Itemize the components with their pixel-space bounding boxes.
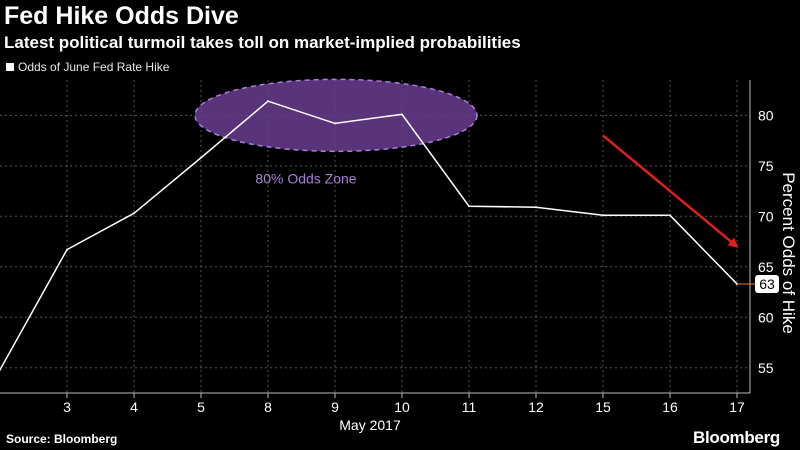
x-tick-label: 3	[63, 399, 71, 415]
y-tick-label: 70	[758, 208, 774, 224]
odds-zone-label: 80% Odds Zone	[255, 170, 356, 186]
x-tick-label: 8	[264, 399, 272, 415]
last-value-label: 63	[759, 276, 775, 292]
legend: Odds of June Fed Rate Hike	[6, 60, 169, 74]
x-tick-label: 17	[729, 399, 745, 415]
x-tick-label: 4	[130, 399, 138, 415]
data-point	[602, 214, 604, 217]
y-tick-label: 55	[758, 360, 774, 376]
data-point	[0, 368, 1, 371]
data-point	[66, 248, 68, 251]
data-point	[468, 205, 470, 208]
x-tick-label: 16	[662, 399, 678, 415]
legend-label: Odds of June Fed Rate Hike	[18, 60, 170, 74]
source-note: Source: Bloomberg	[6, 432, 118, 446]
last-value-badge	[755, 274, 779, 293]
x-tick-label: 5	[197, 399, 205, 415]
downward-trend-arrow	[602, 134, 739, 248]
x-axis-label: May 2017	[339, 417, 401, 433]
y-tick-label: 65	[758, 259, 774, 275]
y-tick-label: 75	[758, 158, 774, 174]
data-point	[669, 214, 671, 217]
y-axis-label: Percent Odds of Hike	[779, 172, 798, 334]
x-tick-label: 9	[331, 399, 339, 415]
data-point	[200, 156, 202, 159]
chart-subtitle: Latest political turmoil takes toll on m…	[4, 33, 521, 52]
chart-title: Fed Hike Odds Dive	[4, 2, 239, 30]
y-tick-label: 60	[758, 309, 774, 325]
x-tick-label: 11	[462, 399, 477, 415]
series-line-odds-of-hike	[0, 100, 738, 371]
legend-swatch	[6, 63, 14, 71]
x-tick-label: 15	[595, 399, 611, 415]
data-point	[267, 100, 269, 103]
odds-zone-ellipse	[194, 78, 478, 153]
data-point	[133, 212, 135, 215]
y-tick-label: 80	[758, 107, 774, 123]
data-point	[401, 113, 403, 116]
x-tick-label: 12	[528, 399, 544, 415]
x-tick-label: 10	[394, 399, 410, 415]
data-point	[535, 206, 537, 209]
data-point	[334, 122, 336, 125]
bloomberg-logo: Bloomberg	[692, 428, 780, 447]
